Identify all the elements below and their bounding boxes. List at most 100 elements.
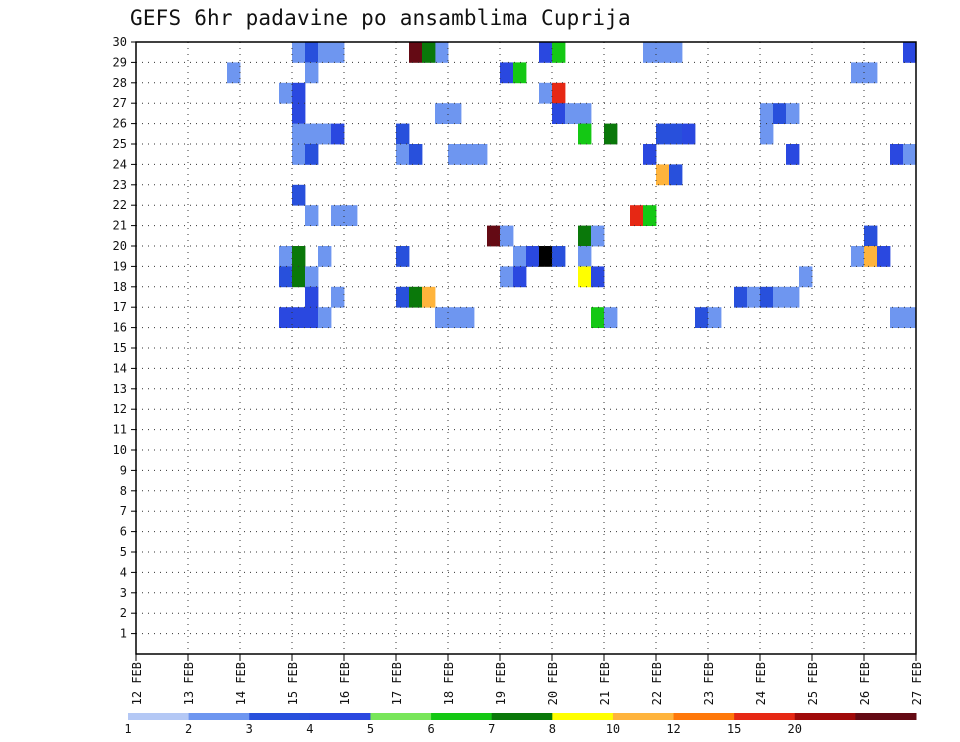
- heatmap-cell: [786, 144, 800, 165]
- colorbar-label: 1: [124, 722, 131, 736]
- heatmap-cell: [292, 123, 306, 145]
- heatmap-cell: [643, 144, 657, 165]
- heatmap-cell: [409, 42, 423, 63]
- heatmap-cell: [435, 307, 449, 328]
- heatmap-cell: [760, 286, 774, 308]
- colorbar-swatch: [128, 713, 190, 720]
- heatmap-cell: [305, 144, 319, 165]
- heatmap-cell: [786, 103, 800, 124]
- heatmap-cell: [552, 42, 566, 63]
- y-tick-label: 21: [113, 219, 127, 233]
- heatmap-cell: [461, 144, 475, 165]
- heatmap-cell: [864, 225, 878, 247]
- x-tick-label: 25 FEB: [806, 662, 820, 705]
- heatmap-cell: [500, 225, 514, 247]
- heatmap-cell: [318, 42, 332, 63]
- x-tick-label: 23 FEB: [702, 662, 716, 705]
- y-tick-label: 10: [113, 443, 127, 457]
- heatmap-cell: [552, 246, 566, 267]
- colorbar-swatch: [309, 713, 371, 720]
- x-tick-label: 20 FEB: [546, 662, 560, 705]
- y-tick-label: 11: [113, 423, 127, 437]
- colorbar-swatch: [188, 713, 250, 720]
- y-tick-label: 15: [113, 341, 127, 355]
- heatmap-cell: [734, 286, 748, 308]
- y-tick-label: 2: [120, 606, 127, 620]
- heatmap-cell: [864, 62, 878, 84]
- heatmap-cell: [292, 144, 306, 165]
- heatmap-cell: [890, 144, 904, 165]
- heatmap-cell: [695, 307, 709, 328]
- colorbar-swatch: [249, 713, 311, 720]
- heatmap-cell: [227, 62, 241, 84]
- heatmap-cell: [669, 123, 683, 145]
- heatmap-cell: [305, 307, 319, 328]
- heatmap-cell: [656, 123, 670, 145]
- y-tick-label: 22: [113, 198, 127, 212]
- heatmap-cell: [864, 246, 878, 267]
- heatmap-cell: [708, 307, 722, 328]
- heatmap-cell: [565, 103, 579, 124]
- colorbar-label: 15: [727, 722, 741, 736]
- heatmap-cell: [552, 82, 566, 104]
- heatmap-cell: [851, 246, 865, 267]
- x-tick-label: 15 FEB: [286, 662, 300, 705]
- y-tick-label: 26: [113, 117, 127, 131]
- y-tick-label: 16: [113, 321, 127, 335]
- colorbar-swatch: [370, 713, 432, 720]
- x-tick-label: 22 FEB: [650, 662, 664, 705]
- colorbar-swatch: [855, 713, 917, 720]
- y-tick-label: 18: [113, 280, 127, 294]
- heatmap-cell: [396, 123, 410, 145]
- colorbar-label: 4: [306, 722, 313, 736]
- heatmap-cell: [448, 307, 462, 328]
- y-tick-label: 7: [120, 504, 127, 518]
- heatmap-cell: [305, 205, 319, 226]
- heatmap-cell: [305, 286, 319, 308]
- heatmap-cell: [318, 246, 332, 267]
- heatmap-cell: [331, 205, 345, 226]
- x-tick-label: 26 FEB: [858, 662, 872, 705]
- heatmap-cell: [292, 42, 306, 63]
- heatmap-cell: [435, 103, 449, 124]
- heatmap-cell: [669, 42, 683, 63]
- heatmap-cell: [305, 123, 319, 145]
- x-tick-label: 13 FEB: [182, 662, 196, 705]
- heatmap-cell: [344, 205, 358, 226]
- heatmap-cell: [877, 246, 891, 267]
- y-tick-label: 6: [120, 525, 127, 539]
- heatmap-cell: [903, 42, 917, 63]
- colorbar-swatch: [552, 713, 614, 720]
- heatmap-cell: [279, 307, 293, 328]
- x-tick-label: 17 FEB: [390, 662, 404, 705]
- heatmap-cell: [760, 123, 774, 145]
- colorbar-label: 20: [788, 722, 802, 736]
- heatmap-cell: [578, 103, 592, 124]
- heatmap-cells: [227, 42, 917, 328]
- y-tick-label: 30: [113, 35, 127, 49]
- y-tick-label: 4: [120, 565, 127, 579]
- heatmap-cell: [318, 307, 332, 328]
- heatmap-cell: [422, 42, 436, 63]
- heatmap-cell: [903, 307, 917, 328]
- heatmap-cell: [448, 103, 462, 124]
- y-tick-label: 19: [113, 259, 127, 273]
- heatmap-cell: [903, 144, 917, 165]
- heatmap-cell: [578, 266, 592, 288]
- heatmap-cell: [786, 286, 800, 308]
- heatmap-cell: [656, 164, 670, 186]
- y-tick-label: 25: [113, 137, 127, 151]
- heatmap-cell: [305, 266, 319, 288]
- heatmap-cell: [760, 103, 774, 124]
- y-tick-label: 5: [120, 545, 127, 559]
- colorbar-swatch: [612, 713, 675, 720]
- heatmap-cell: [292, 184, 306, 206]
- heatmap-cell: [331, 42, 345, 63]
- heatmap-cell: [604, 307, 618, 328]
- heatmap-cell: [513, 62, 527, 84]
- y-tick-label: 12: [113, 402, 127, 416]
- heatmap-cell: [851, 62, 865, 84]
- x-tick-label: 19 FEB: [494, 662, 508, 705]
- heatmap-cell: [799, 266, 813, 288]
